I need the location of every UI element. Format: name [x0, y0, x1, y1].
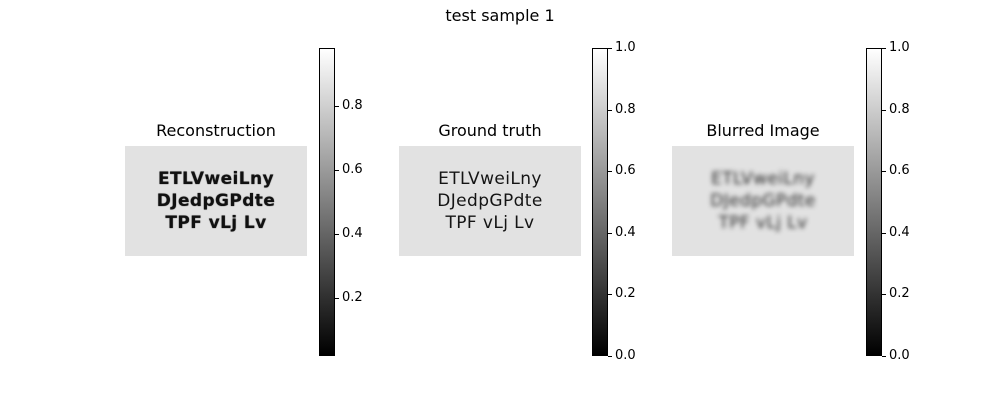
colorbar-tick [608, 356, 612, 357]
colorbar-tick [608, 110, 612, 111]
colorbar-tick-label: 0.8 [615, 102, 636, 117]
colorbar-tick [335, 106, 339, 107]
colorbar-tick-label: 0.6 [342, 162, 363, 177]
colorbar-tick [608, 233, 612, 234]
colorbar-tick [335, 298, 339, 299]
blurred-image-colorbar [866, 48, 882, 356]
blurred-text-line: DJedpGPdte [710, 191, 816, 211]
colorbar-tick-label: 1.0 [889, 40, 910, 55]
reconstruction-text-line: TPF vLj Lv [165, 213, 267, 233]
colorbar-tick [335, 234, 339, 235]
reconstruction-image: ETLVweiLny DJedpGPdte TPF vLj Lv [125, 146, 307, 256]
blurred-text-line: ETLVweiLny [711, 169, 815, 189]
colorbar-tick-label: 0.8 [342, 98, 363, 113]
colorbar-tick-label: 0.2 [342, 290, 363, 305]
ground-truth-text-line: TPF vLj Lv [445, 213, 535, 233]
ground-truth-title: Ground truth [438, 121, 542, 140]
ground-truth-text-line: ETLVweiLny [438, 169, 542, 189]
colorbar-tick [882, 233, 886, 234]
colorbar-tick [608, 171, 612, 172]
colorbar-tick [608, 48, 612, 49]
colorbar-tick-label: 0.0 [889, 348, 910, 363]
figure-title: test sample 1 [445, 6, 555, 25]
reconstruction-colorbar [319, 48, 335, 356]
colorbar-tick [882, 171, 886, 172]
colorbar-tick-label: 0.4 [342, 226, 363, 241]
colorbar-tick-label: 0.4 [615, 225, 636, 240]
colorbar-tick [882, 356, 886, 357]
colorbar-tick [882, 48, 886, 49]
colorbar-tick [882, 294, 886, 295]
colorbar-tick [335, 170, 339, 171]
colorbar-tick-label: 0.8 [889, 102, 910, 117]
colorbar-tick [608, 294, 612, 295]
blurred-text-line: TPF vLj Lv [718, 213, 808, 233]
reconstruction-text-line: ETLVweiLny [158, 169, 274, 189]
colorbar-tick-label: 0.6 [889, 163, 910, 178]
colorbar-tick-label: 0.2 [615, 286, 636, 301]
colorbar-tick-label: 0.2 [889, 286, 910, 301]
colorbar-tick [882, 110, 886, 111]
reconstruction-title: Reconstruction [156, 121, 276, 140]
colorbar-tick-label: 0.0 [615, 348, 636, 363]
ground-truth-text-line: DJedpGPdte [437, 191, 543, 211]
colorbar-tick-label: 0.4 [889, 225, 910, 240]
blurred-image-title: Blurred Image [706, 121, 820, 140]
colorbar-tick-label: 1.0 [615, 40, 636, 55]
colorbar-tick-label: 0.6 [615, 163, 636, 178]
ground-truth-image: ETLVweiLny DJedpGPdte TPF vLj Lv [399, 146, 581, 256]
blurred-image: ETLVweiLny DJedpGPdte TPF vLj Lv [672, 146, 854, 256]
reconstruction-text-line: DJedpGPdte [156, 191, 276, 211]
ground-truth-colorbar [592, 48, 608, 356]
